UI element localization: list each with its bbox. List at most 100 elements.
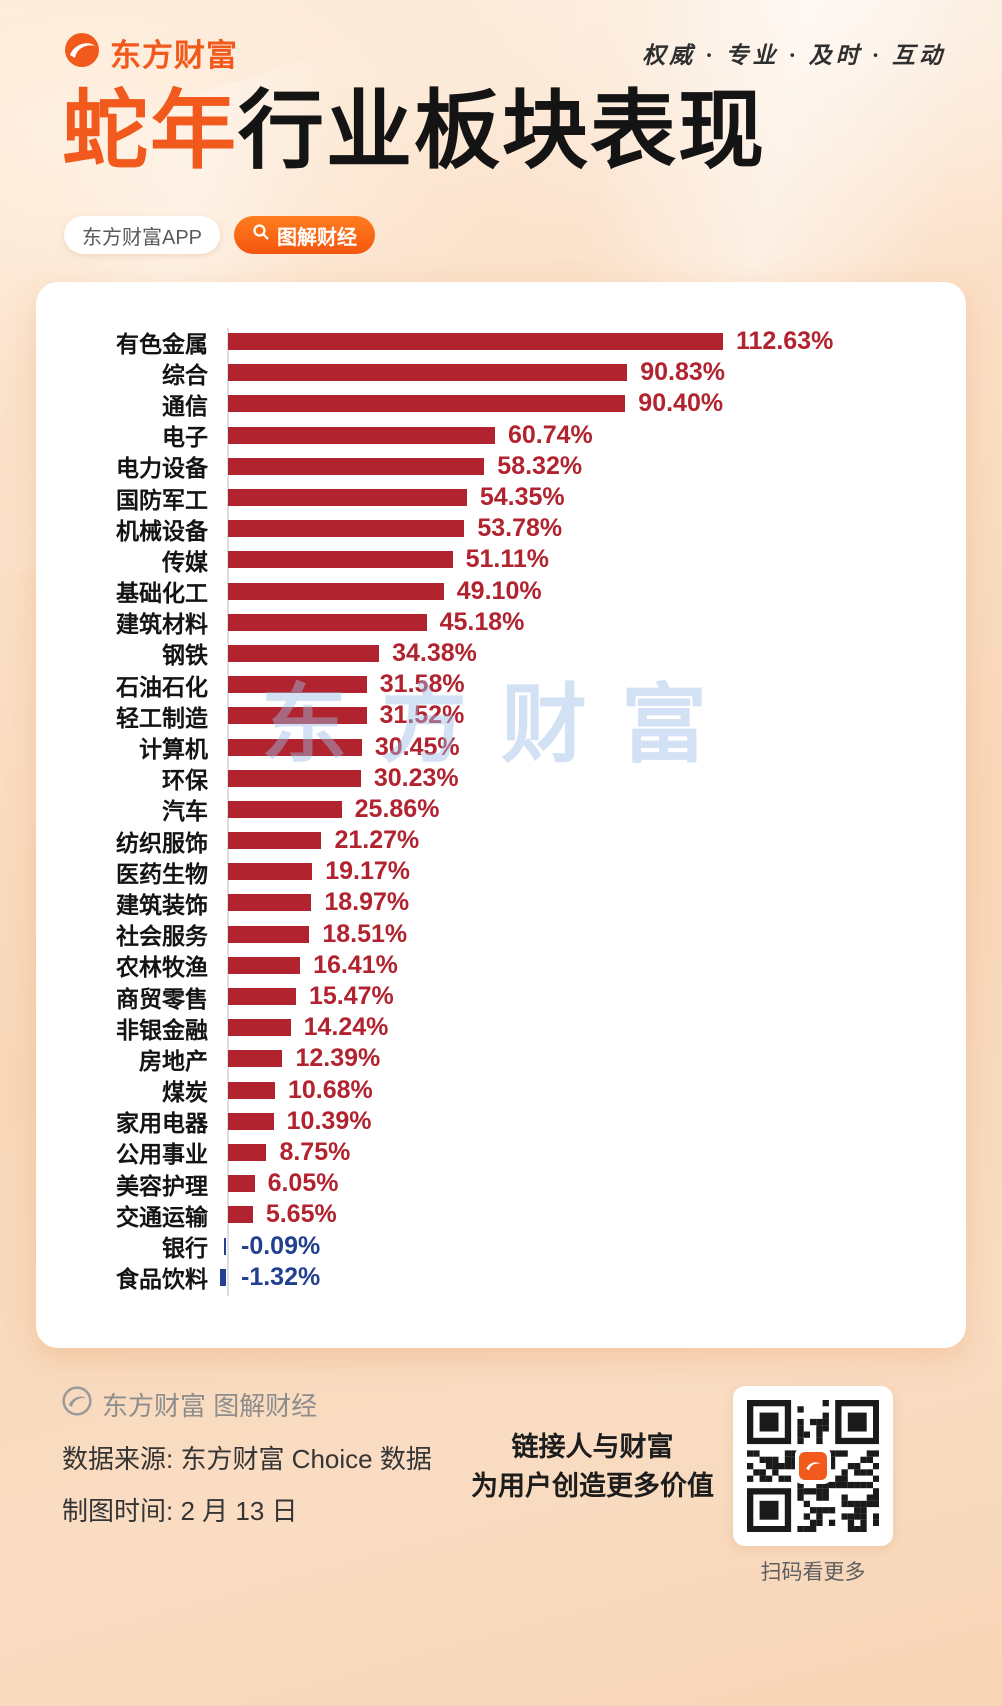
- bar: [228, 769, 361, 787]
- bar-value: 45.18%: [439, 607, 525, 636]
- qr-pattern: [747, 1400, 880, 1537]
- bar: [228, 1112, 274, 1130]
- page-title: 蛇年行业板块表现: [62, 82, 766, 181]
- bar: [228, 489, 467, 507]
- topic-badge-label: 图解财经: [277, 226, 358, 249]
- bar-value: 10.39%: [286, 1106, 372, 1135]
- category-label: 通信: [162, 392, 208, 419]
- bar: [228, 956, 301, 974]
- category-label: 食品饮料: [116, 1266, 208, 1293]
- qr-caption: 扫码看更多: [760, 1561, 866, 1584]
- bar: [228, 832, 322, 850]
- bar: [228, 1050, 283, 1068]
- chart-row: 银行 -0.09%: [46, 1230, 956, 1262]
- footer-brand: 东方财富 图解财经: [62, 1386, 432, 1423]
- bar-value: 49.10%: [456, 576, 542, 605]
- chart-row: 基础化工 49.10%: [46, 576, 956, 607]
- chart-row: 有色金属 112.63%: [46, 326, 956, 357]
- bar-value: 6.05%: [267, 1169, 339, 1198]
- chart-row: 农林牧渔 16.41%: [46, 950, 956, 981]
- category-label: 计算机: [139, 736, 208, 763]
- bar: [228, 1081, 275, 1099]
- bar: [228, 551, 453, 569]
- category-label: 传媒: [162, 548, 208, 575]
- category-label: 电子: [162, 424, 208, 451]
- footer-slogans: 链接人与财富 为用户创造更多价值: [470, 1428, 715, 1506]
- bar-value: -1.32%: [241, 1262, 321, 1291]
- bar-value: 60.74%: [507, 420, 593, 449]
- bar-value: 12.39%: [295, 1044, 381, 1073]
- bar: [228, 988, 296, 1006]
- bar-value: 19.17%: [325, 857, 411, 886]
- qr-code: [747, 1400, 880, 1533]
- bar: [228, 676, 367, 694]
- chart-date: 制图时间: 2 月 13 日: [62, 1496, 298, 1526]
- bar-value: 16.41%: [313, 950, 398, 979]
- bar-value: 53.78%: [477, 514, 563, 543]
- qr-center-logo: [795, 1448, 831, 1484]
- bar-value: 112.63%: [736, 327, 834, 356]
- bar-value: 31.58%: [379, 670, 465, 699]
- header: 东方财富 权威 · 专业 · 及时 · 互动: [64, 30, 946, 75]
- bar-value: 30.23%: [373, 763, 459, 792]
- bar: [224, 1237, 226, 1255]
- category-label: 房地产: [139, 1047, 208, 1074]
- bar: [228, 1175, 255, 1193]
- brand-tagline: 权威 · 专业 · 及时 · 互动: [642, 42, 946, 68]
- chart-row: 电力设备 58.32%: [46, 451, 956, 482]
- category-label: 汽车: [162, 798, 208, 825]
- bar: [228, 426, 495, 444]
- brand-name: 东方财富: [110, 38, 238, 73]
- bar-value: 51.11%: [465, 545, 550, 574]
- bar: [228, 644, 380, 662]
- bar-chart: 有色金属 112.63% 综合 90.83% 通信 90.40% 电子 60.74% 电力设备 5…: [46, 326, 956, 1324]
- chart-row: 非银金融 14.24%: [46, 1012, 956, 1043]
- chart-row: 环保 30.23%: [46, 763, 956, 794]
- category-label: 社会服务: [116, 923, 208, 950]
- badge-row: 东方财富APP 图解财经: [64, 216, 376, 254]
- category-label: 综合: [162, 361, 208, 388]
- chart-row: 石油石化 31.58%: [46, 669, 956, 700]
- footer-brand-text: 东方财富 图解财经: [102, 1391, 318, 1421]
- bar: [228, 738, 362, 756]
- category-label: 有色金属: [116, 330, 208, 357]
- category-label: 建筑材料: [116, 611, 208, 638]
- bar: [228, 800, 342, 818]
- slogan-line-2: 为用户创造更多价值: [471, 1471, 714, 1502]
- chart-row: 社会服务 18.51%: [46, 919, 956, 950]
- data-source: 数据来源: 东方财富 Choice 数据: [62, 1444, 432, 1474]
- chart-row: 食品饮料 -1.32%: [46, 1262, 956, 1293]
- category-label: 环保: [162, 767, 208, 794]
- bar-value: 58.32%: [497, 451, 583, 480]
- bar-value: 25.86%: [354, 794, 440, 823]
- bar-value: 15.47%: [308, 982, 394, 1011]
- chart-row: 交通运输 5.65%: [46, 1199, 956, 1230]
- category-label: 轻工制造: [116, 704, 208, 731]
- bar: [228, 333, 723, 351]
- chart-row: 电子 60.74%: [46, 420, 956, 451]
- bar-value: 5.65%: [265, 1200, 337, 1229]
- category-label: 家用电器: [116, 1110, 208, 1137]
- title-rest: 行业板块表现: [238, 83, 766, 179]
- bar: [228, 520, 465, 538]
- chart-card: 有色金属 112.63% 综合 90.83% 通信 90.40% 电子 60.74% 电力设备 5…: [36, 282, 966, 1348]
- category-label: 农林牧渔: [116, 954, 208, 981]
- category-label: 纺织服饰: [116, 829, 208, 856]
- chart-row: 房地产 12.39%: [46, 1043, 956, 1074]
- bar: [228, 1143, 267, 1161]
- category-label: 商贸零售: [116, 985, 208, 1012]
- bar: [228, 613, 427, 631]
- topic-badge: 图解财经: [234, 216, 376, 254]
- chart-row: 医药生物 19.17%: [46, 856, 956, 887]
- bar: [228, 1206, 253, 1224]
- bar: [228, 364, 628, 382]
- bar-value: 54.35%: [479, 483, 565, 512]
- qr-code-card: [733, 1386, 893, 1546]
- chart-row: 通信 90.40%: [46, 388, 956, 419]
- chart-row: 综合 90.83%: [46, 357, 956, 388]
- bar-value: -0.09%: [241, 1231, 321, 1260]
- chart-row: 国防军工 54.35%: [46, 482, 956, 513]
- bar-value: 30.45%: [374, 732, 460, 761]
- category-label: 国防军工: [116, 486, 208, 513]
